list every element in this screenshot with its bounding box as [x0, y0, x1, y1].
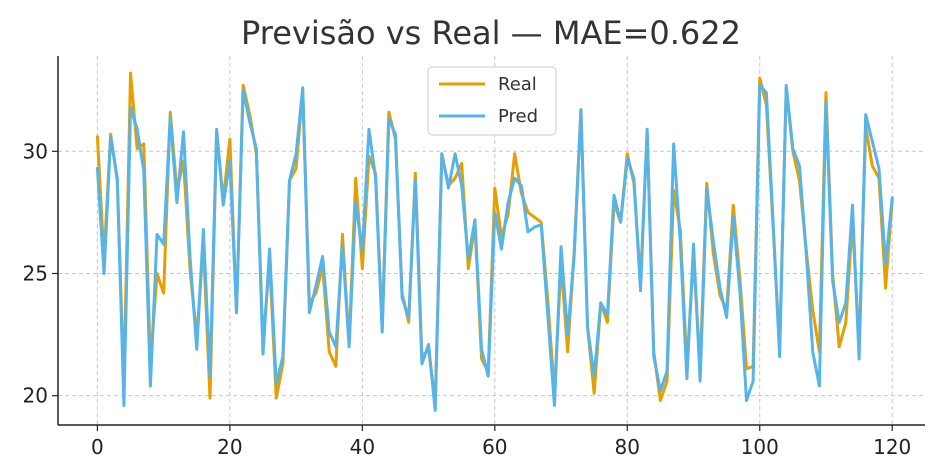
x-tick-label: 60	[482, 435, 507, 459]
x-tick-label: 100	[741, 435, 779, 459]
x-tick-label: 120	[873, 435, 911, 459]
y-tick-label: 30	[23, 139, 48, 163]
legend: Real Pred	[427, 66, 557, 136]
legend-label-pred: Pred	[498, 106, 538, 127]
x-tick-label: 0	[91, 435, 104, 459]
axes	[57, 56, 925, 426]
series-layer	[95, 71, 894, 412]
ticks: 0 20 40 60 80 100 120 20 25 30	[23, 139, 912, 459]
x-tick-label: 80	[615, 435, 640, 459]
y-tick-label: 25	[23, 261, 48, 285]
x-tick-label: 40	[350, 435, 375, 459]
series-line-pred	[95, 83, 894, 412]
series-line-real	[95, 71, 894, 405]
chart-title: Previsão vs Real — MAE=0.622	[241, 14, 741, 52]
legend-label-real: Real	[498, 74, 537, 95]
x-tick-label: 20	[217, 435, 242, 459]
y-tick-label: 20	[23, 384, 48, 408]
